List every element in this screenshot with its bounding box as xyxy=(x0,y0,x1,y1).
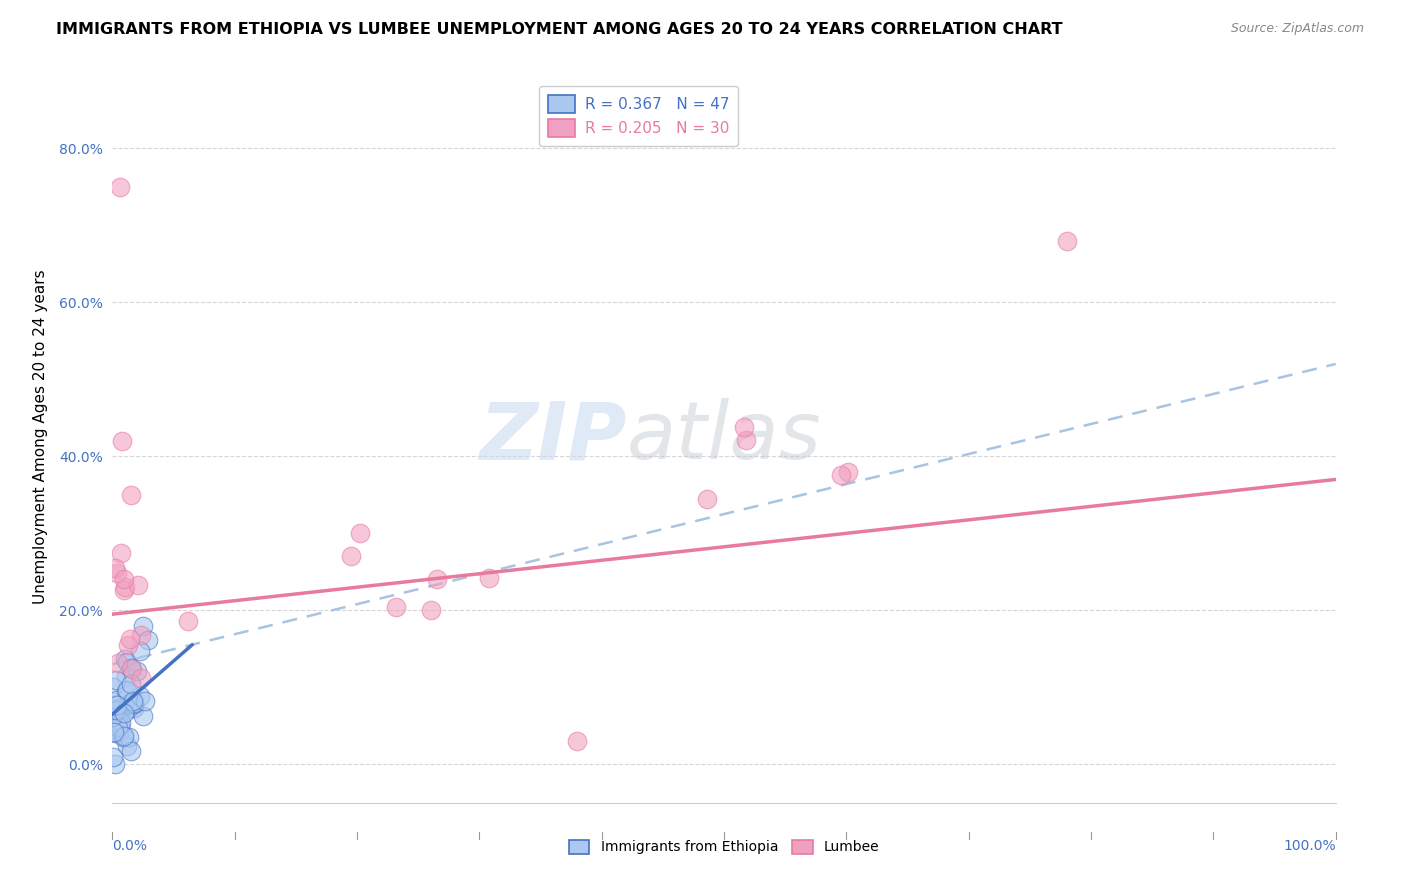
Point xyxy=(339,549,361,563)
Point xyxy=(385,599,408,614)
Point xyxy=(117,739,139,753)
Point xyxy=(115,683,138,698)
Point xyxy=(104,673,127,688)
Point xyxy=(104,726,127,740)
Text: Source: ZipAtlas.com: Source: ZipAtlas.com xyxy=(1230,22,1364,36)
Point xyxy=(107,704,129,718)
Point xyxy=(104,561,127,575)
Point xyxy=(104,701,127,715)
Text: 0.0%: 0.0% xyxy=(112,839,148,854)
Point xyxy=(114,580,136,594)
Point xyxy=(837,465,859,479)
Point xyxy=(112,572,135,586)
Point xyxy=(125,665,148,679)
Point xyxy=(108,179,131,194)
Text: 100.0%: 100.0% xyxy=(1284,839,1336,854)
Point xyxy=(103,711,125,725)
Point xyxy=(118,731,141,745)
Point xyxy=(478,571,501,585)
Point xyxy=(132,709,155,723)
Point xyxy=(112,582,135,597)
Point xyxy=(115,670,138,684)
Point xyxy=(105,693,128,707)
Point xyxy=(134,694,156,708)
Point xyxy=(733,420,755,434)
Point xyxy=(110,719,132,733)
Text: ZIP: ZIP xyxy=(479,398,626,476)
Point xyxy=(101,750,124,764)
Point xyxy=(110,546,132,560)
Point xyxy=(101,710,124,724)
Point xyxy=(420,603,443,617)
Point xyxy=(830,468,852,483)
Point xyxy=(567,734,589,748)
Point xyxy=(108,724,131,739)
Point xyxy=(107,706,129,720)
Point xyxy=(734,434,756,448)
Point xyxy=(131,671,153,685)
Legend: Immigrants from Ethiopia, Lumbee: Immigrants from Ethiopia, Lumbee xyxy=(568,839,880,855)
Point xyxy=(120,744,142,758)
Point xyxy=(115,655,138,669)
Point xyxy=(111,434,134,448)
Point xyxy=(112,729,135,743)
Point xyxy=(132,619,155,633)
Point xyxy=(105,566,128,580)
Point xyxy=(120,660,142,674)
Point xyxy=(117,638,139,652)
Point xyxy=(127,578,149,592)
Point xyxy=(104,757,127,772)
Point xyxy=(107,708,129,723)
Point xyxy=(129,643,152,657)
Point xyxy=(120,676,142,690)
Point xyxy=(121,663,143,677)
Point xyxy=(117,697,139,711)
Point xyxy=(101,680,124,694)
Point xyxy=(112,706,135,720)
Text: atlas: atlas xyxy=(626,398,821,476)
Point xyxy=(1056,234,1078,248)
Y-axis label: Unemployment Among Ages 20 to 24 years: Unemployment Among Ages 20 to 24 years xyxy=(32,269,48,605)
Point xyxy=(114,652,136,666)
Point xyxy=(107,720,129,734)
Point xyxy=(120,488,142,502)
Point xyxy=(696,491,718,506)
Text: IMMIGRANTS FROM ETHIOPIA VS LUMBEE UNEMPLOYMENT AMONG AGES 20 TO 24 YEARS CORREL: IMMIGRANTS FROM ETHIOPIA VS LUMBEE UNEMP… xyxy=(56,22,1063,37)
Point xyxy=(129,690,152,704)
Point xyxy=(107,698,129,712)
Point xyxy=(138,633,160,648)
Point xyxy=(131,628,153,642)
Point xyxy=(426,573,449,587)
Point xyxy=(121,698,143,712)
Point xyxy=(118,632,141,646)
Point xyxy=(103,725,125,739)
Point xyxy=(111,730,134,744)
Point xyxy=(117,702,139,716)
Point xyxy=(124,697,146,711)
Point xyxy=(110,716,132,731)
Point xyxy=(349,526,371,541)
Point xyxy=(107,656,129,670)
Point xyxy=(121,693,143,707)
Point xyxy=(122,700,145,714)
Point xyxy=(105,716,128,731)
Point xyxy=(115,682,138,697)
Point xyxy=(177,614,200,628)
Point xyxy=(122,698,145,712)
Point xyxy=(105,703,128,717)
